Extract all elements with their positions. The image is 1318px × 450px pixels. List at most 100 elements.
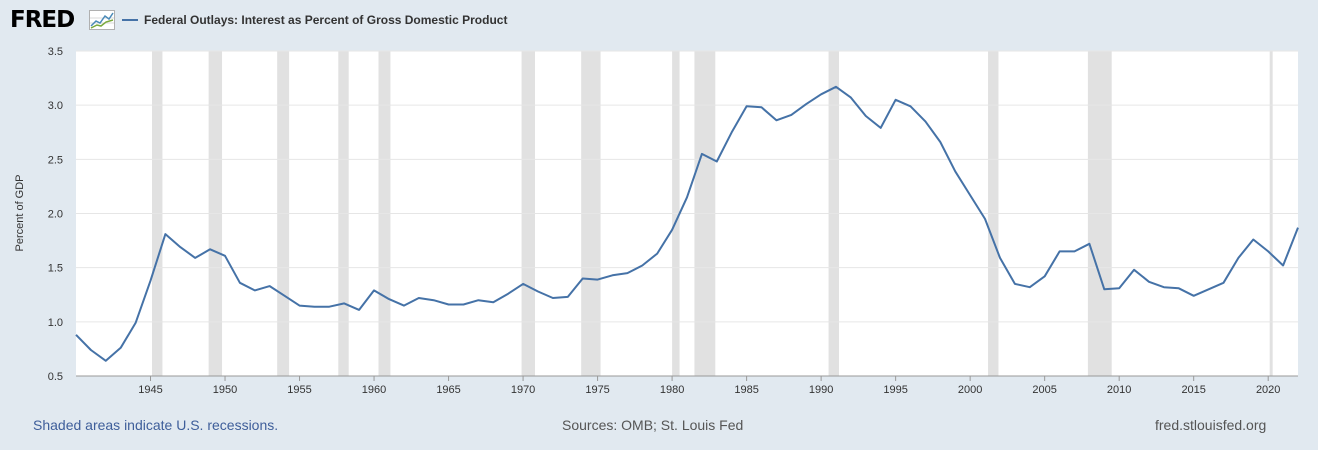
series-line-0[interactable] [75, 85, 1299, 362]
data-point[interactable] [1193, 295, 1195, 297]
data-point[interactable] [90, 349, 92, 351]
recession-note[interactable]: Shaded areas indicate U.S. recessions. [33, 417, 279, 433]
data-point[interactable] [805, 103, 807, 105]
data-point[interactable] [1148, 281, 1150, 283]
data-point[interactable] [746, 105, 748, 107]
data-point[interactable] [328, 306, 330, 308]
data-point[interactable] [150, 280, 152, 282]
data-point[interactable] [835, 86, 837, 88]
data-point[interactable] [209, 248, 211, 250]
data-point[interactable] [790, 114, 792, 116]
data-point[interactable] [552, 297, 554, 299]
data-point[interactable] [1103, 288, 1105, 290]
x-tick-label: 2020 [1256, 384, 1280, 396]
fred-logo-graph-icon [89, 10, 115, 30]
y-axis-ticks: 0.5 1.0 1.5 2.0 2.5 3.0 3.5 [48, 46, 63, 383]
data-point[interactable] [626, 272, 628, 274]
data-point[interactable] [1252, 239, 1254, 241]
x-tick-label: 1980 [660, 384, 684, 396]
data-point[interactable] [120, 347, 122, 349]
data-point[interactable] [224, 255, 226, 257]
data-point[interactable] [731, 131, 733, 133]
data-point[interactable] [269, 285, 271, 287]
data-point[interactable] [1029, 286, 1031, 288]
data-point[interactable] [1118, 287, 1120, 289]
data-point[interactable] [135, 322, 137, 324]
data-point[interactable] [1073, 250, 1075, 252]
series-layer [75, 85, 1299, 362]
data-point[interactable] [1237, 257, 1239, 259]
data-point[interactable] [1178, 287, 1180, 289]
site-link[interactable]: fred.stlouisfed.org [1155, 417, 1267, 433]
data-point[interactable] [254, 289, 256, 291]
data-point[interactable] [582, 278, 584, 280]
data-point[interactable] [969, 194, 971, 196]
data-point[interactable] [299, 305, 301, 307]
data-point[interactable] [507, 293, 509, 295]
x-tick-label: 1985 [734, 384, 758, 396]
data-point[interactable] [403, 305, 405, 307]
data-point[interactable] [1059, 250, 1061, 252]
data-point[interactable] [641, 265, 643, 267]
data-point[interactable] [1282, 265, 1284, 267]
data-point[interactable] [75, 334, 77, 336]
data-point[interactable] [716, 161, 718, 163]
data-point[interactable] [358, 309, 360, 311]
data-point[interactable] [954, 170, 956, 172]
data-point[interactable] [418, 297, 420, 299]
data-point[interactable] [1163, 286, 1165, 288]
data-point[interactable] [1014, 283, 1016, 285]
data-point[interactable] [567, 296, 569, 298]
x-tick-label: 2015 [1181, 384, 1205, 396]
x-tick-label: 2010 [1107, 384, 1131, 396]
data-point[interactable] [239, 282, 241, 284]
data-point[interactable] [984, 218, 986, 220]
data-point[interactable] [284, 295, 286, 297]
data-point[interactable] [179, 246, 181, 248]
data-point[interactable] [611, 274, 613, 276]
data-point[interactable] [939, 141, 941, 143]
data-point[interactable] [924, 120, 926, 122]
data-point[interactable] [194, 257, 196, 259]
data-point[interactable] [537, 291, 539, 293]
data-point[interactable] [1267, 250, 1269, 252]
data-point[interactable] [343, 302, 345, 304]
data-point[interactable] [477, 299, 479, 301]
data-point[interactable] [1208, 288, 1210, 290]
data-point[interactable] [433, 299, 435, 301]
data-point[interactable] [1088, 243, 1090, 245]
data-point[interactable] [656, 253, 658, 255]
legend-label: Federal Outlays: Interest as Percent of … [144, 13, 508, 27]
data-point[interactable] [1297, 227, 1299, 229]
data-point[interactable] [865, 115, 867, 117]
data-point[interactable] [1222, 282, 1224, 284]
data-point[interactable] [671, 229, 673, 231]
data-point[interactable] [164, 233, 166, 235]
data-point[interactable] [761, 106, 763, 108]
data-point[interactable] [388, 298, 390, 300]
data-point[interactable] [492, 301, 494, 303]
data-point[interactable] [895, 99, 897, 101]
data-point[interactable] [1133, 269, 1135, 271]
data-point[interactable] [686, 196, 688, 198]
data-point[interactable] [597, 279, 599, 281]
gridlines [76, 50, 1298, 323]
data-point[interactable] [522, 283, 524, 285]
fred-logo[interactable]: FRED [10, 7, 75, 33]
data-point[interactable] [820, 93, 822, 95]
data-point[interactable] [880, 127, 882, 129]
data-point[interactable] [775, 119, 777, 121]
x-tick-label: 1975 [585, 384, 609, 396]
data-point[interactable] [999, 257, 1001, 259]
data-point[interactable] [910, 105, 912, 107]
data-point[interactable] [105, 360, 107, 362]
y-tick-label: 3.0 [48, 100, 63, 112]
data-point[interactable] [448, 304, 450, 306]
x-tick-label: 1965 [436, 384, 460, 396]
data-point[interactable] [313, 306, 315, 308]
data-point[interactable] [462, 304, 464, 306]
data-point[interactable] [850, 97, 852, 99]
data-point[interactable] [1044, 275, 1046, 277]
data-point[interactable] [373, 289, 375, 291]
data-point[interactable] [701, 153, 703, 155]
